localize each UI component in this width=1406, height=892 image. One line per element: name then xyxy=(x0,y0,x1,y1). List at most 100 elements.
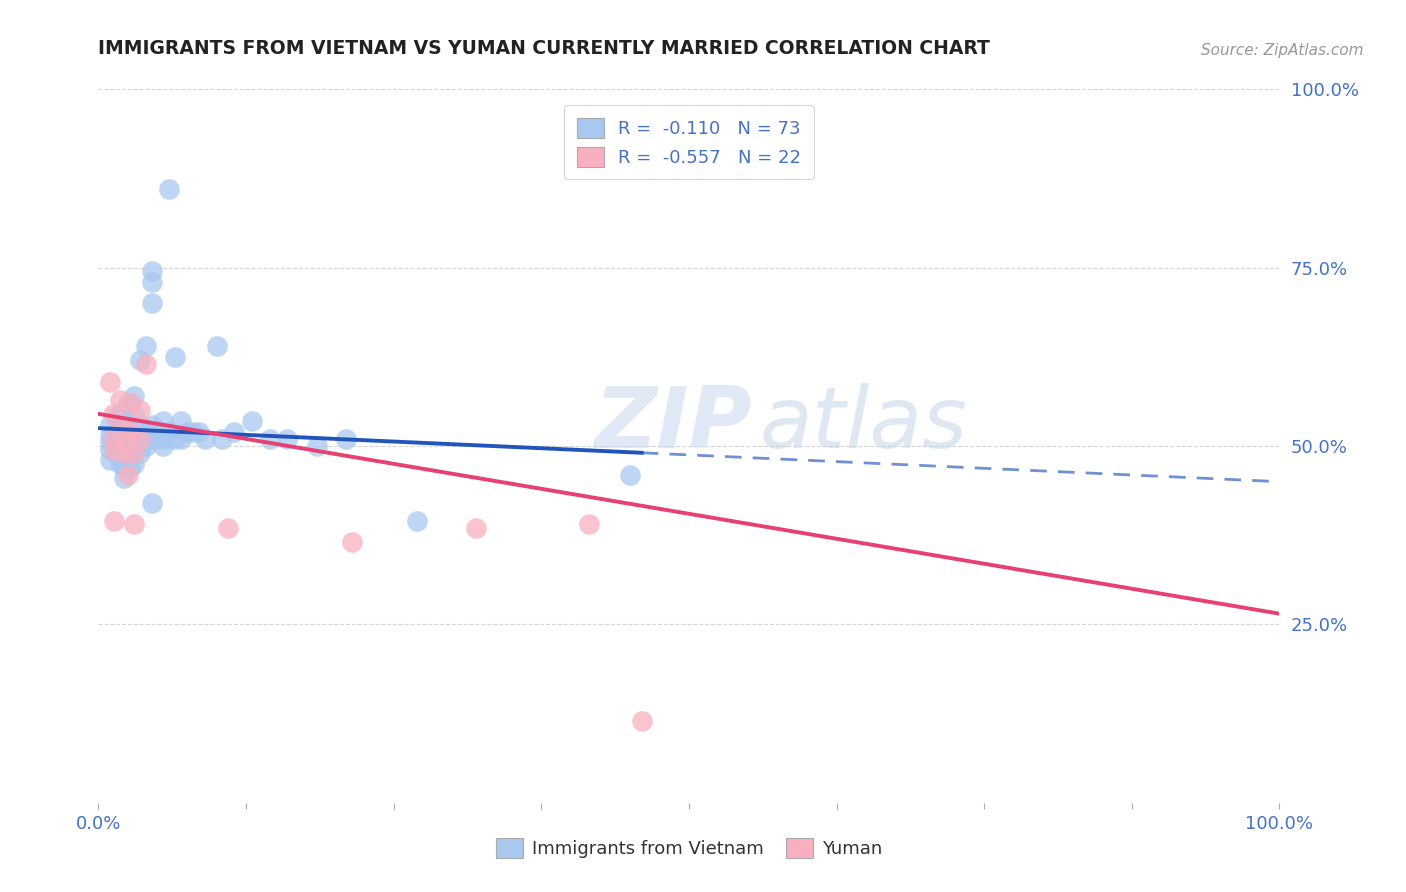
Point xyxy=(276,432,298,446)
Point xyxy=(112,446,135,460)
Point xyxy=(157,425,180,439)
Point xyxy=(105,446,128,460)
Point xyxy=(122,407,145,421)
Point xyxy=(335,432,357,446)
Point xyxy=(141,432,163,446)
Point xyxy=(170,432,193,446)
Point xyxy=(176,425,198,439)
Point xyxy=(105,439,128,453)
Point xyxy=(111,417,134,432)
Point xyxy=(105,432,128,446)
Point xyxy=(121,425,143,439)
Point xyxy=(108,457,131,471)
Point xyxy=(111,407,134,421)
Point xyxy=(146,432,169,446)
Point xyxy=(98,417,121,432)
Point xyxy=(122,389,145,403)
Point xyxy=(101,432,124,446)
Point xyxy=(135,339,157,353)
Point xyxy=(181,425,204,439)
Point xyxy=(187,425,209,439)
Point xyxy=(141,275,163,289)
Point xyxy=(135,432,157,446)
Legend: Immigrants from Vietnam, Yuman: Immigrants from Vietnam, Yuman xyxy=(489,830,889,865)
Point xyxy=(578,517,600,532)
Point xyxy=(111,421,134,435)
Point xyxy=(128,435,150,450)
Point xyxy=(240,414,263,428)
Point xyxy=(122,446,145,460)
Point xyxy=(122,435,145,450)
Point xyxy=(108,392,131,407)
Point xyxy=(108,425,131,439)
Point xyxy=(105,425,128,439)
Point xyxy=(342,535,364,549)
Point xyxy=(152,432,174,446)
Point xyxy=(122,517,145,532)
Point xyxy=(112,432,135,446)
Point xyxy=(98,435,121,450)
Point xyxy=(103,514,125,528)
Point xyxy=(128,403,150,417)
Point xyxy=(98,428,121,442)
Point xyxy=(117,396,139,410)
Point xyxy=(128,417,150,432)
Text: Source: ZipAtlas.com: Source: ZipAtlas.com xyxy=(1201,43,1364,58)
Point xyxy=(128,432,150,446)
Point xyxy=(112,471,135,485)
Point xyxy=(121,396,143,410)
Text: atlas: atlas xyxy=(759,383,967,467)
Point xyxy=(465,521,488,535)
Point xyxy=(120,446,142,460)
Point xyxy=(105,410,128,425)
Point xyxy=(112,450,135,464)
Point xyxy=(152,414,174,428)
Point xyxy=(128,446,150,460)
Point xyxy=(103,442,125,457)
Point xyxy=(157,182,180,196)
Point xyxy=(146,425,169,439)
Point xyxy=(117,417,139,432)
Point xyxy=(120,460,142,475)
Point xyxy=(141,296,163,310)
Point xyxy=(217,521,239,535)
Text: IMMIGRANTS FROM VIETNAM VS YUMAN CURRENTLY MARRIED CORRELATION CHART: IMMIGRANTS FROM VIETNAM VS YUMAN CURRENT… xyxy=(98,39,990,58)
Point xyxy=(101,407,124,421)
Point xyxy=(141,264,163,278)
Point xyxy=(211,432,233,446)
Point xyxy=(135,439,157,453)
Point xyxy=(128,353,150,368)
Point xyxy=(117,467,139,482)
Point xyxy=(128,428,150,442)
Point xyxy=(112,435,135,450)
Point xyxy=(165,350,187,364)
Point xyxy=(135,425,157,439)
Point xyxy=(98,453,121,467)
Point xyxy=(141,496,163,510)
Point xyxy=(619,467,641,482)
Point xyxy=(112,442,135,457)
Point xyxy=(630,714,652,728)
Point xyxy=(111,428,134,442)
Point xyxy=(117,439,139,453)
Point xyxy=(98,442,121,457)
Point xyxy=(194,432,217,446)
Point xyxy=(117,432,139,446)
Point xyxy=(224,425,246,439)
Point xyxy=(305,439,328,453)
Point xyxy=(122,442,145,457)
Point xyxy=(112,460,135,475)
Point xyxy=(205,339,228,353)
Point xyxy=(170,414,193,428)
Point xyxy=(259,432,281,446)
Point xyxy=(165,432,187,446)
Point xyxy=(117,425,139,439)
Text: ZIP: ZIP xyxy=(595,383,752,467)
Point xyxy=(98,375,121,389)
Point xyxy=(152,439,174,453)
Point xyxy=(406,514,429,528)
Point xyxy=(135,357,157,371)
Point xyxy=(122,428,145,442)
Point xyxy=(122,457,145,471)
Point xyxy=(141,417,163,432)
